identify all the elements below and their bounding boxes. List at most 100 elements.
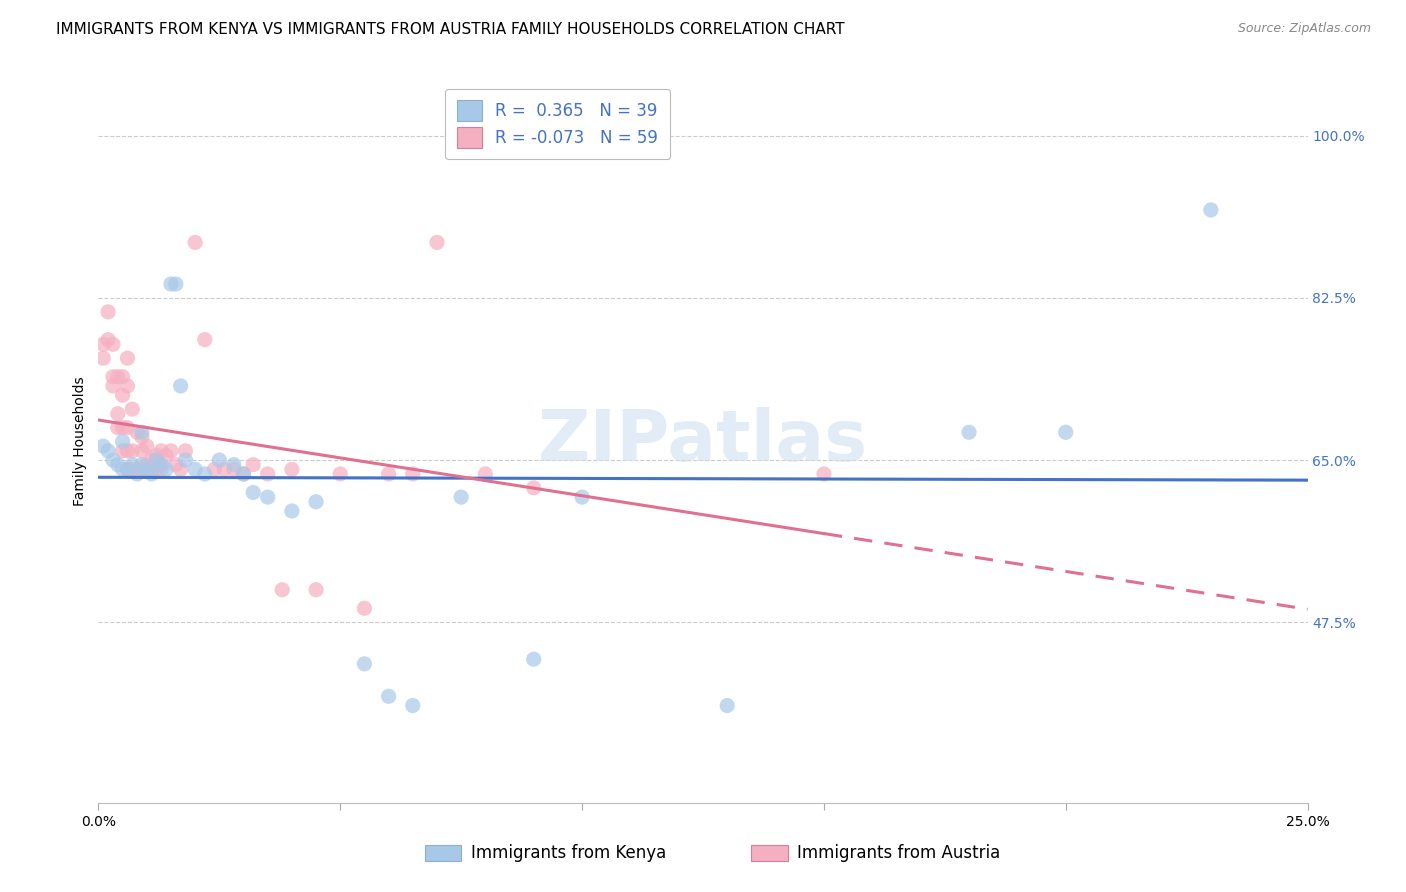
Point bbox=[107, 407, 129, 421]
Point bbox=[174, 443, 197, 458]
Point bbox=[135, 439, 157, 453]
Point bbox=[101, 369, 124, 384]
Point bbox=[426, 235, 449, 250]
Point bbox=[353, 601, 375, 615]
Point bbox=[813, 467, 835, 481]
Point bbox=[377, 467, 399, 481]
Point bbox=[194, 467, 217, 481]
Point bbox=[281, 462, 304, 476]
Point bbox=[117, 379, 139, 393]
Point bbox=[117, 443, 139, 458]
Point bbox=[169, 379, 191, 393]
Point bbox=[145, 449, 167, 463]
Point bbox=[131, 430, 153, 444]
Point bbox=[232, 467, 254, 481]
Text: ZIPatlas: ZIPatlas bbox=[538, 407, 868, 476]
Point bbox=[91, 439, 114, 453]
Point bbox=[353, 657, 375, 671]
Point bbox=[256, 490, 278, 504]
Point bbox=[184, 235, 207, 250]
Point bbox=[450, 490, 472, 504]
FancyBboxPatch shape bbox=[751, 845, 787, 861]
Point bbox=[107, 458, 129, 472]
Point bbox=[111, 420, 134, 434]
Point bbox=[117, 351, 139, 366]
Point bbox=[165, 277, 187, 291]
Point bbox=[127, 467, 149, 481]
Point bbox=[402, 467, 425, 481]
Point bbox=[208, 453, 231, 467]
Point bbox=[111, 388, 134, 402]
Point bbox=[111, 443, 134, 458]
Point bbox=[141, 467, 163, 481]
Point bbox=[141, 453, 163, 467]
Point bbox=[121, 402, 143, 417]
Point bbox=[117, 420, 139, 434]
Point bbox=[184, 462, 207, 476]
Point bbox=[160, 443, 183, 458]
Y-axis label: Family Households: Family Households bbox=[73, 376, 87, 507]
Point bbox=[150, 462, 173, 476]
Point bbox=[716, 698, 738, 713]
Text: IMMIGRANTS FROM KENYA VS IMMIGRANTS FROM AUSTRIA FAMILY HOUSEHOLDS CORRELATION C: IMMIGRANTS FROM KENYA VS IMMIGRANTS FROM… bbox=[56, 22, 845, 37]
Point bbox=[135, 458, 157, 472]
Point bbox=[145, 462, 167, 476]
Text: Immigrants from Austria: Immigrants from Austria bbox=[797, 844, 1001, 862]
Point bbox=[155, 462, 177, 476]
Point bbox=[402, 698, 425, 713]
Point bbox=[160, 277, 183, 291]
Point bbox=[212, 462, 235, 476]
Point bbox=[121, 443, 143, 458]
Point bbox=[131, 443, 153, 458]
Point bbox=[117, 462, 139, 476]
Point bbox=[150, 458, 173, 472]
Point bbox=[377, 690, 399, 704]
Point bbox=[107, 420, 129, 434]
Point bbox=[155, 449, 177, 463]
Point bbox=[141, 462, 163, 476]
Point bbox=[271, 582, 294, 597]
Text: Source: ZipAtlas.com: Source: ZipAtlas.com bbox=[1237, 22, 1371, 36]
Point bbox=[222, 458, 245, 472]
Point bbox=[523, 481, 546, 495]
Point bbox=[242, 458, 264, 472]
Point bbox=[165, 458, 187, 472]
Point bbox=[91, 351, 114, 366]
Point bbox=[571, 490, 593, 504]
Point bbox=[194, 333, 217, 347]
Point bbox=[474, 467, 496, 481]
Point bbox=[97, 333, 120, 347]
Point bbox=[111, 462, 134, 476]
Legend: R =  0.365   N = 39, R = -0.073   N = 59: R = 0.365 N = 39, R = -0.073 N = 59 bbox=[446, 88, 669, 160]
Point bbox=[107, 369, 129, 384]
Point bbox=[111, 434, 134, 449]
Point bbox=[242, 485, 264, 500]
Point bbox=[329, 467, 352, 481]
Point bbox=[150, 443, 173, 458]
Point bbox=[305, 582, 328, 597]
Point bbox=[1199, 202, 1222, 217]
Point bbox=[117, 462, 139, 476]
Point bbox=[281, 504, 304, 518]
Point bbox=[131, 462, 153, 476]
FancyBboxPatch shape bbox=[425, 845, 461, 861]
Point bbox=[222, 462, 245, 476]
Point bbox=[131, 458, 153, 472]
Point bbox=[1054, 425, 1077, 440]
Text: Immigrants from Kenya: Immigrants from Kenya bbox=[471, 844, 666, 862]
Point bbox=[101, 337, 124, 351]
Point bbox=[169, 462, 191, 476]
Point bbox=[127, 462, 149, 476]
Point bbox=[174, 453, 197, 467]
Point bbox=[101, 453, 124, 467]
Point bbox=[91, 337, 114, 351]
Point bbox=[135, 462, 157, 476]
Point bbox=[957, 425, 980, 440]
Point bbox=[121, 462, 143, 476]
Point bbox=[204, 462, 226, 476]
Point bbox=[305, 494, 328, 508]
Point bbox=[127, 425, 149, 440]
Point bbox=[523, 652, 546, 666]
Point bbox=[111, 369, 134, 384]
Point bbox=[145, 453, 167, 467]
